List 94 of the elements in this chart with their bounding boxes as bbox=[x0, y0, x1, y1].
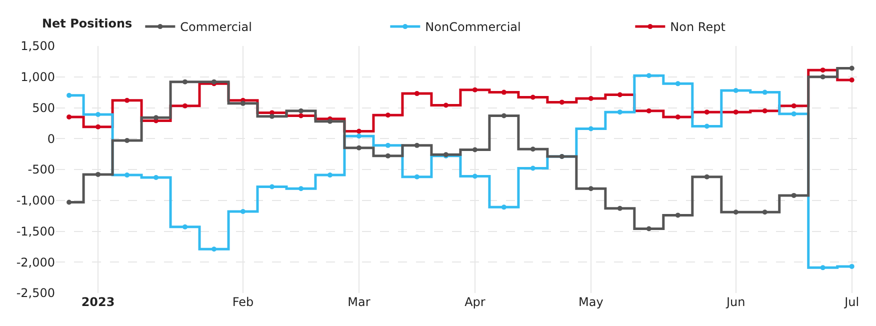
point bbox=[617, 110, 622, 115]
point bbox=[762, 90, 768, 95]
point bbox=[501, 204, 506, 210]
legend-label: Non Rept bbox=[670, 20, 726, 34]
point bbox=[791, 192, 796, 198]
point bbox=[762, 108, 768, 114]
y-tick-label: -1,500 bbox=[16, 224, 55, 238]
point bbox=[240, 100, 246, 106]
point bbox=[356, 134, 362, 139]
y-tick-label: -1,000 bbox=[16, 194, 55, 208]
x-tick-label: Feb bbox=[232, 295, 254, 309]
x-tick-label: Jun bbox=[726, 295, 746, 309]
point bbox=[154, 175, 159, 180]
point bbox=[588, 96, 594, 101]
point bbox=[385, 142, 390, 148]
x-tick-label: Apr bbox=[464, 295, 486, 309]
point bbox=[298, 186, 304, 192]
point bbox=[849, 66, 854, 71]
point bbox=[646, 226, 652, 232]
point bbox=[298, 113, 304, 118]
point bbox=[588, 186, 594, 192]
legend-label: Commercial bbox=[180, 20, 252, 34]
point bbox=[212, 246, 217, 252]
point bbox=[240, 208, 246, 214]
y-tick-label: 500 bbox=[32, 100, 55, 115]
legend-title: Net Positions bbox=[42, 16, 132, 31]
point bbox=[124, 98, 130, 103]
point bbox=[414, 142, 420, 148]
point bbox=[66, 92, 72, 98]
point bbox=[588, 126, 594, 132]
point bbox=[327, 118, 332, 124]
point bbox=[704, 124, 710, 129]
point bbox=[820, 68, 826, 73]
point bbox=[96, 112, 101, 118]
point bbox=[327, 172, 332, 178]
y-tick-label: -500 bbox=[28, 162, 55, 177]
point bbox=[733, 210, 738, 215]
point bbox=[646, 108, 652, 114]
point bbox=[646, 73, 652, 78]
point bbox=[124, 138, 130, 143]
point bbox=[617, 206, 622, 211]
point bbox=[385, 112, 390, 118]
point bbox=[791, 111, 796, 116]
point bbox=[849, 264, 854, 269]
point bbox=[472, 174, 478, 179]
point bbox=[704, 174, 710, 180]
point bbox=[182, 224, 188, 230]
point bbox=[733, 110, 738, 115]
y-tick-label: 0 bbox=[47, 132, 55, 146]
point bbox=[675, 212, 680, 218]
point bbox=[96, 172, 101, 177]
point bbox=[472, 147, 478, 152]
x-tick-label: Jul bbox=[844, 295, 860, 309]
point bbox=[66, 200, 72, 205]
x-tick-label: 2023 bbox=[81, 295, 115, 309]
point bbox=[124, 172, 130, 178]
point bbox=[733, 88, 738, 93]
point bbox=[820, 74, 826, 80]
point bbox=[617, 92, 622, 98]
point bbox=[443, 102, 448, 108]
point bbox=[66, 114, 72, 120]
point bbox=[356, 145, 362, 150]
y-tick-label: -2,500 bbox=[16, 286, 55, 300]
point bbox=[270, 184, 274, 190]
point bbox=[762, 210, 768, 215]
point bbox=[530, 166, 536, 171]
point bbox=[154, 115, 159, 120]
point bbox=[472, 87, 478, 92]
point bbox=[501, 113, 506, 118]
point bbox=[298, 108, 304, 114]
point bbox=[182, 103, 188, 108]
point bbox=[530, 146, 536, 152]
point bbox=[675, 114, 680, 120]
point bbox=[849, 77, 854, 82]
point bbox=[559, 100, 564, 105]
point bbox=[675, 81, 680, 86]
point bbox=[356, 128, 362, 134]
x-tick-label: Mar bbox=[348, 295, 370, 309]
y-tick-label: 1,500 bbox=[20, 39, 55, 54]
point bbox=[501, 90, 506, 95]
x-tick-label: May bbox=[578, 295, 604, 309]
legend-label: NonCommercial bbox=[425, 20, 521, 34]
point bbox=[182, 79, 188, 84]
point bbox=[791, 103, 796, 108]
y-tick-label: 1,000 bbox=[20, 70, 55, 84]
point bbox=[385, 153, 390, 158]
point bbox=[414, 91, 420, 96]
point bbox=[270, 114, 274, 119]
point bbox=[704, 110, 710, 115]
point bbox=[96, 124, 101, 130]
point bbox=[414, 174, 420, 180]
point bbox=[820, 265, 826, 270]
point bbox=[530, 94, 536, 100]
y-tick-label: -2,000 bbox=[16, 255, 55, 270]
